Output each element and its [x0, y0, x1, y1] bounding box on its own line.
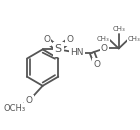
- Text: O: O: [25, 96, 32, 105]
- Text: CH₃: CH₃: [112, 26, 125, 32]
- Text: O: O: [66, 35, 74, 44]
- Text: S: S: [55, 44, 62, 54]
- Text: O: O: [93, 60, 100, 69]
- Text: CH₃: CH₃: [128, 36, 140, 42]
- Text: HN: HN: [70, 48, 84, 57]
- Text: O: O: [43, 35, 50, 44]
- Text: OCH₃: OCH₃: [4, 104, 26, 113]
- Text: CH₃: CH₃: [97, 36, 109, 42]
- Text: O: O: [101, 44, 108, 53]
